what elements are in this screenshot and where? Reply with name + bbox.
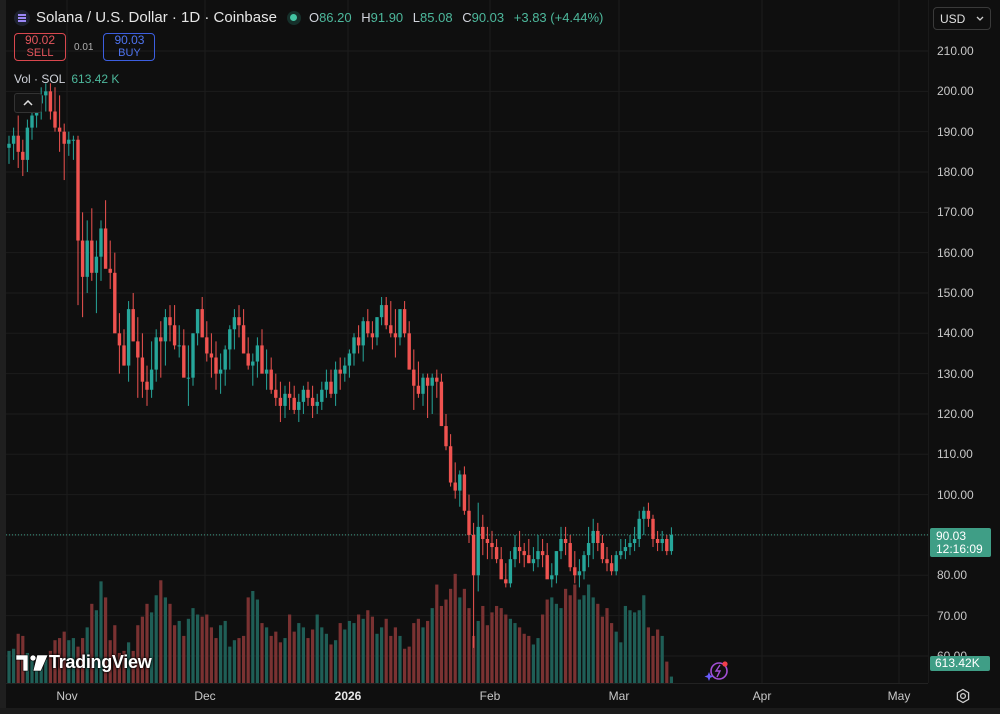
price-axis-label: 150.00 [937, 285, 974, 300]
low-value: 85.08 [420, 10, 453, 25]
sell-label: SELL [26, 47, 54, 59]
price-axis-label: 80.00 [937, 568, 968, 583]
settings-gear-icon[interactable] [955, 688, 971, 704]
volume-label: Vol · SOL [14, 72, 66, 86]
price-axis-label: 140.00 [937, 326, 974, 341]
left-edge [0, 0, 6, 714]
ai-assistant-icon[interactable] [704, 660, 730, 682]
volume-bars [7, 573, 673, 683]
open-value: 86.20 [319, 10, 352, 25]
change-value: +3.83 (+4.44%) [513, 10, 604, 25]
price-axis-label: 70.00 [937, 608, 968, 623]
solana-icon [14, 9, 30, 26]
low-label: L [412, 10, 421, 25]
time-axis-separator [6, 683, 928, 684]
bar-countdown: 12:16:09 [936, 542, 983, 556]
spread-value: 0.01 [74, 41, 94, 53]
price-axis-label: 170.00 [937, 205, 974, 220]
price-axis-label: 210.00 [937, 44, 974, 58]
open-label: O [308, 10, 320, 25]
time-axis-label: Mar [608, 689, 630, 703]
symbol-legend: Solana / U.S. Dollar · 1D · Coinbase O86… [14, 9, 603, 26]
bottom-bar [0, 708, 1000, 714]
time-axis-label: Apr [752, 689, 772, 703]
chart-grid [6, 0, 928, 683]
price-axis-label: 160.00 [937, 245, 974, 260]
tradingview-logo-icon [15, 654, 49, 671]
time-axis-label: Dec [194, 689, 216, 703]
sell-button[interactable]: 90.02 SELL [14, 33, 66, 61]
price-axis-label: 180.00 [937, 164, 974, 179]
last-price-value: 90.03 [936, 529, 967, 543]
ohlc-values: O86.20 H91.90 L85.08 C90.03 +3.83 (+4.44… [309, 10, 603, 25]
price-axis-label: 110.00 [937, 447, 973, 462]
close-label: C [462, 10, 472, 25]
time-axis-label: May [887, 689, 911, 703]
trade-panel: 90.02 SELL 0.01 90.03 BUY [14, 33, 156, 61]
price-axis-label: 200.00 [937, 84, 974, 99]
price-axis-label: 120.00 [937, 406, 974, 421]
symbol-title[interactable]: Solana / U.S. Dollar · 1D · Coinbase [36, 9, 277, 26]
high-value: 91.90 [370, 10, 404, 25]
candlestick-series [7, 83, 674, 648]
price-axis-separator [928, 0, 929, 683]
currency-value: USD [940, 11, 966, 26]
time-axis-label: Nov [56, 689, 78, 703]
sell-price: 90.02 [24, 33, 56, 47]
buy-label: BUY [118, 47, 141, 59]
time-axis-label: Feb [479, 689, 501, 703]
time-axis-label: 2026 [334, 689, 362, 703]
volume-value: 613.42 K [71, 72, 120, 86]
currency-select[interactable]: USD [933, 7, 991, 30]
buy-button[interactable]: 90.03 BUY [103, 33, 156, 61]
volume-tag: 613.42K [930, 656, 990, 671]
tradingview-logo[interactable]: TradingView [15, 652, 152, 673]
chart-frame [4, 4, 1000, 710]
buy-price: 90.03 [114, 33, 145, 47]
high-label: H [361, 10, 371, 25]
chevron-down-icon [976, 16, 984, 21]
volume-legend: Vol · SOL 613.42 K [14, 72, 119, 86]
collapse-legend-button[interactable] [14, 93, 42, 113]
price-axis-label: 190.00 [937, 124, 974, 139]
chevron-up-icon [23, 100, 33, 106]
price-axis-label: 100.00 [937, 487, 974, 502]
last-price-tag: 90.03 12:16:09 [930, 528, 991, 557]
price-axis-label: 130.00 [937, 366, 974, 381]
close-value: 90.03 [471, 10, 505, 25]
tradingview-wordmark: TradingView [49, 652, 152, 672]
market-open-dot-icon [286, 10, 301, 25]
